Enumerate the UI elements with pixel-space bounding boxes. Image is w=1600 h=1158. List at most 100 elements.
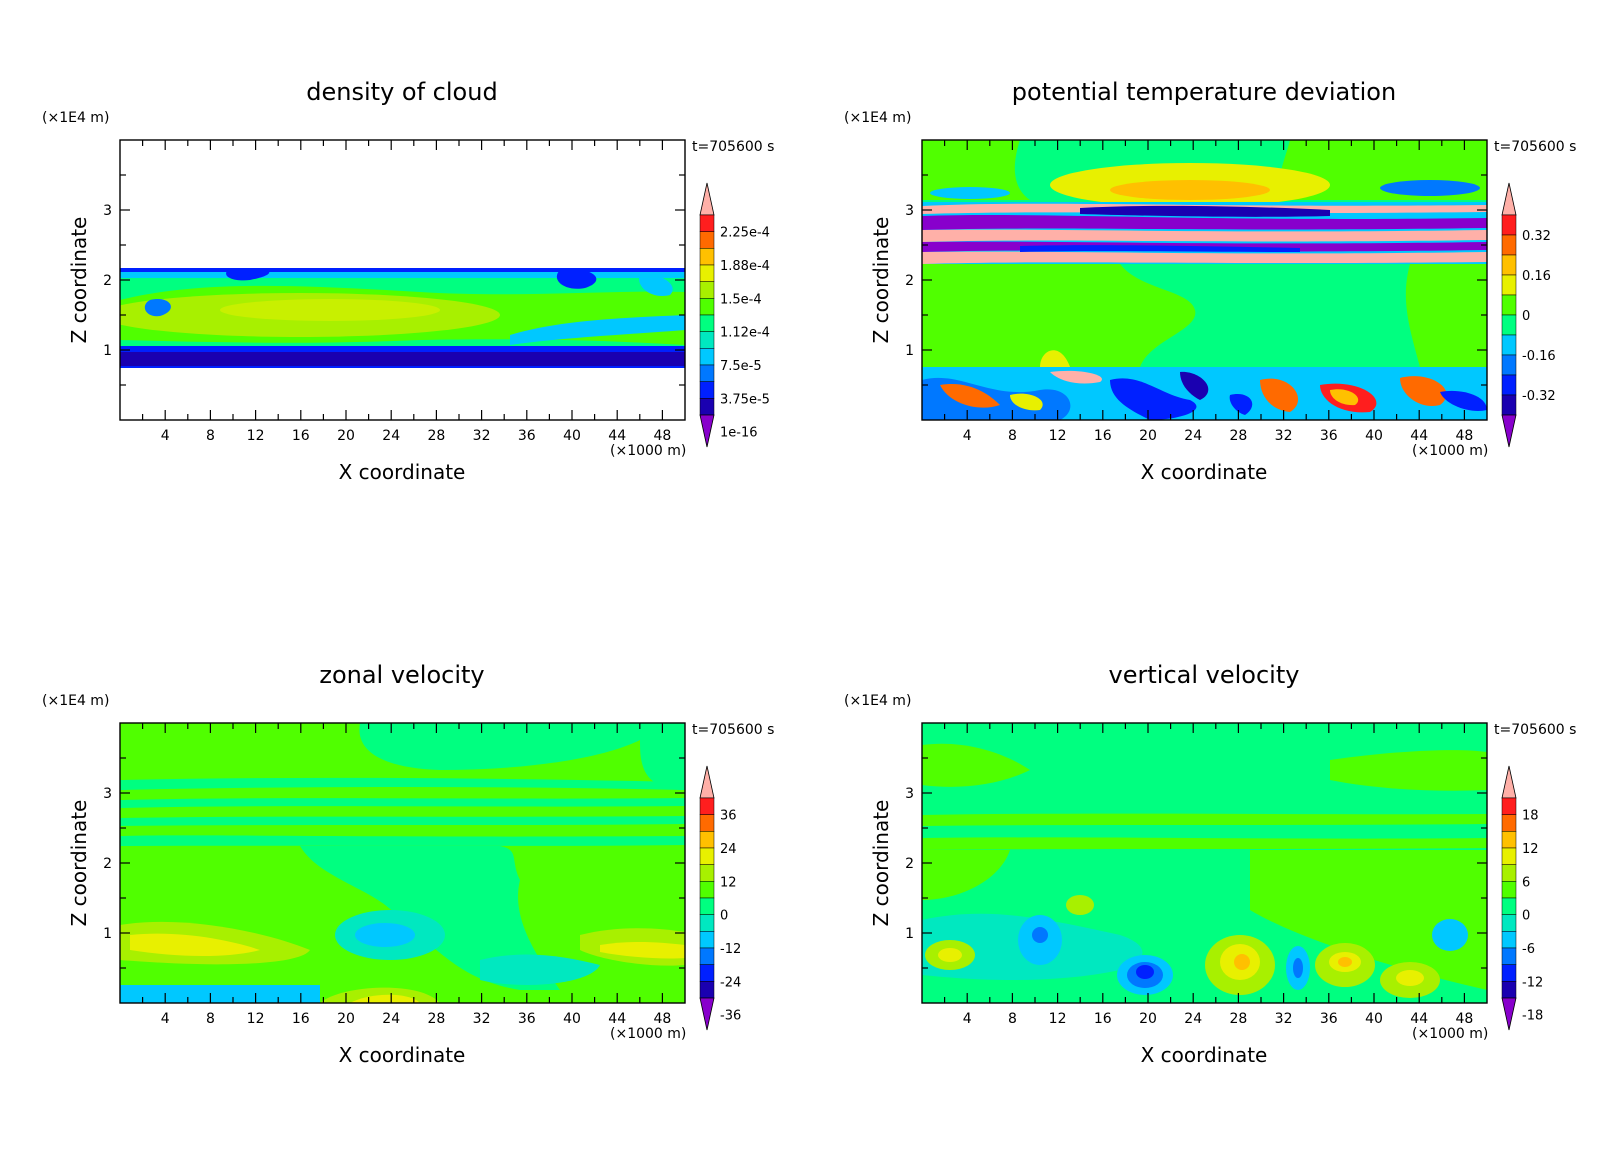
colorbar-bin — [699, 364, 715, 382]
x-axis-label: X coordinate — [339, 460, 466, 484]
contour-field — [922, 140, 1487, 420]
colorbar-label: -6 — [1522, 942, 1535, 957]
colorbar-bin — [1501, 254, 1517, 276]
colorbar-bin — [699, 964, 715, 982]
x-unit-label: (×1000 m) — [610, 1026, 686, 1042]
colorbar-bin — [699, 831, 715, 849]
colorbar-bin — [1501, 294, 1517, 316]
x-tick-label: 36 — [1320, 1011, 1338, 1027]
colorbar-cap-bottom — [1501, 414, 1517, 448]
colorbar-bin — [699, 248, 715, 266]
colorbar-bin — [1501, 964, 1517, 982]
y-tick-label: 3 — [103, 786, 112, 802]
colorbar-label: 0.32 — [1522, 229, 1551, 244]
x-axis-label: X coordinate — [1141, 1043, 1268, 1067]
y-axis-label: Z coordinate — [869, 800, 893, 927]
x-tick-label: 4 — [963, 428, 972, 444]
colorbar-label: 6 — [1522, 875, 1530, 890]
colorbar-bin — [1501, 374, 1517, 396]
colorbar-bin — [1501, 314, 1517, 336]
x-tick-label: 32 — [473, 1011, 491, 1027]
colorbar-bin — [699, 897, 715, 915]
x-tick-label: 36 — [518, 1011, 536, 1027]
panel-zonal-velocity: zonal velocity (×1E4 m) t=705600 s 4 8 12 1… — [42, 661, 774, 1067]
time-annotation: t=705600 s — [692, 139, 774, 155]
colorbar-bin — [699, 914, 715, 932]
x-tick-label: 4 — [161, 428, 170, 444]
colorbar-label: 0 — [1522, 309, 1530, 324]
colorbar-bin — [1501, 394, 1517, 416]
x-tick-label: 20 — [337, 428, 355, 444]
x-tick-label: 48 — [653, 1011, 671, 1027]
colorbar-bin — [699, 847, 715, 865]
time-annotation: t=705600 s — [692, 722, 774, 738]
colorbar-bin — [699, 398, 715, 416]
chart-title: density of cloud — [306, 78, 497, 106]
x-tick-label: 48 — [653, 428, 671, 444]
colorbar-bin — [1501, 814, 1517, 832]
x-tick-label: 32 — [1275, 1011, 1293, 1027]
x-tick-label: 12 — [1049, 428, 1067, 444]
colorbar-bin — [1501, 214, 1517, 236]
colorbar-bin — [1501, 881, 1517, 899]
time-annotation: t=705600 s — [1494, 722, 1576, 738]
colorbar-label: 0 — [720, 909, 728, 924]
x-tick-label: 8 — [206, 1011, 215, 1027]
x-tick-label: 8 — [1008, 1011, 1017, 1027]
x-tick-label: 12 — [1049, 1011, 1067, 1027]
x-tick-label: 28 — [427, 428, 445, 444]
panel-vertical-velocity: vertical velocity (×1E4 m) t=705600 s — [844, 661, 1576, 1067]
contour-field — [120, 723, 685, 1003]
x-tick-label: 44 — [1410, 428, 1428, 444]
x-tick-label: 48 — [1455, 428, 1473, 444]
colorbar-bin — [699, 981, 715, 999]
colorbar-cap-top — [1501, 182, 1517, 216]
z-unit-label: (×1E4 m) — [844, 110, 911, 126]
colorbar-label: 12 — [1522, 842, 1539, 857]
x-tick-label: 32 — [1275, 428, 1293, 444]
y-axis-label: Z coordinate — [67, 800, 91, 927]
colorbar-cap-bottom — [699, 997, 715, 1031]
chart-title: vertical velocity — [1109, 661, 1300, 689]
colorbar: 2.25e-4 1.88e-4 1.5e-4 1.12e-4 7.5e-5 3.75e-5… — [699, 182, 770, 448]
y-tick-label: 3 — [905, 786, 914, 802]
x-tick-label: 44 — [608, 428, 626, 444]
x-tick-label: 40 — [563, 428, 581, 444]
colorbar-bin — [699, 264, 715, 282]
colorbar-label: 0.16 — [1522, 269, 1551, 284]
x-tick-label: 24 — [1184, 428, 1202, 444]
y-tick-label: 2 — [103, 273, 112, 289]
colorbar-bin — [699, 931, 715, 949]
x-tick-label: 24 — [382, 1011, 400, 1027]
colorbar-bin — [699, 814, 715, 832]
x-tick-label: 24 — [1184, 1011, 1202, 1027]
colorbar-bin — [1501, 334, 1517, 356]
x-tick-label: 20 — [1139, 428, 1157, 444]
y-tick-label: 3 — [905, 203, 914, 219]
colorbar-cap-top — [699, 182, 715, 216]
colorbar-bin — [1501, 914, 1517, 932]
colorbar-bin — [1501, 831, 1517, 849]
colorbar-label: 1.12e-4 — [720, 326, 770, 341]
colorbar-label: 2.25e-4 — [720, 226, 770, 241]
colorbar-bin — [1501, 931, 1517, 949]
y-tick-label: 1 — [103, 926, 112, 942]
panel-potential-temperature-deviation: potential temperature deviation (×1E4 m)… — [844, 78, 1576, 484]
colorbar-bin — [1501, 234, 1517, 256]
x-tick-label: 16 — [1094, 428, 1112, 444]
x-tick-label: 48 — [1455, 1011, 1473, 1027]
time-annotation: t=705600 s — [1494, 139, 1576, 155]
x-tick-label: 44 — [1410, 1011, 1428, 1027]
colorbar-cap-top — [1501, 765, 1517, 799]
colorbar-bin — [699, 864, 715, 882]
x-tick-label: 16 — [292, 428, 310, 444]
colorbar-cap-bottom — [699, 414, 715, 448]
colorbar-label: 1.5e-4 — [720, 292, 762, 307]
x-tick-label: 36 — [518, 428, 536, 444]
x-tick-label: 8 — [1008, 428, 1017, 444]
x-unit-label: (×1000 m) — [1412, 443, 1488, 459]
